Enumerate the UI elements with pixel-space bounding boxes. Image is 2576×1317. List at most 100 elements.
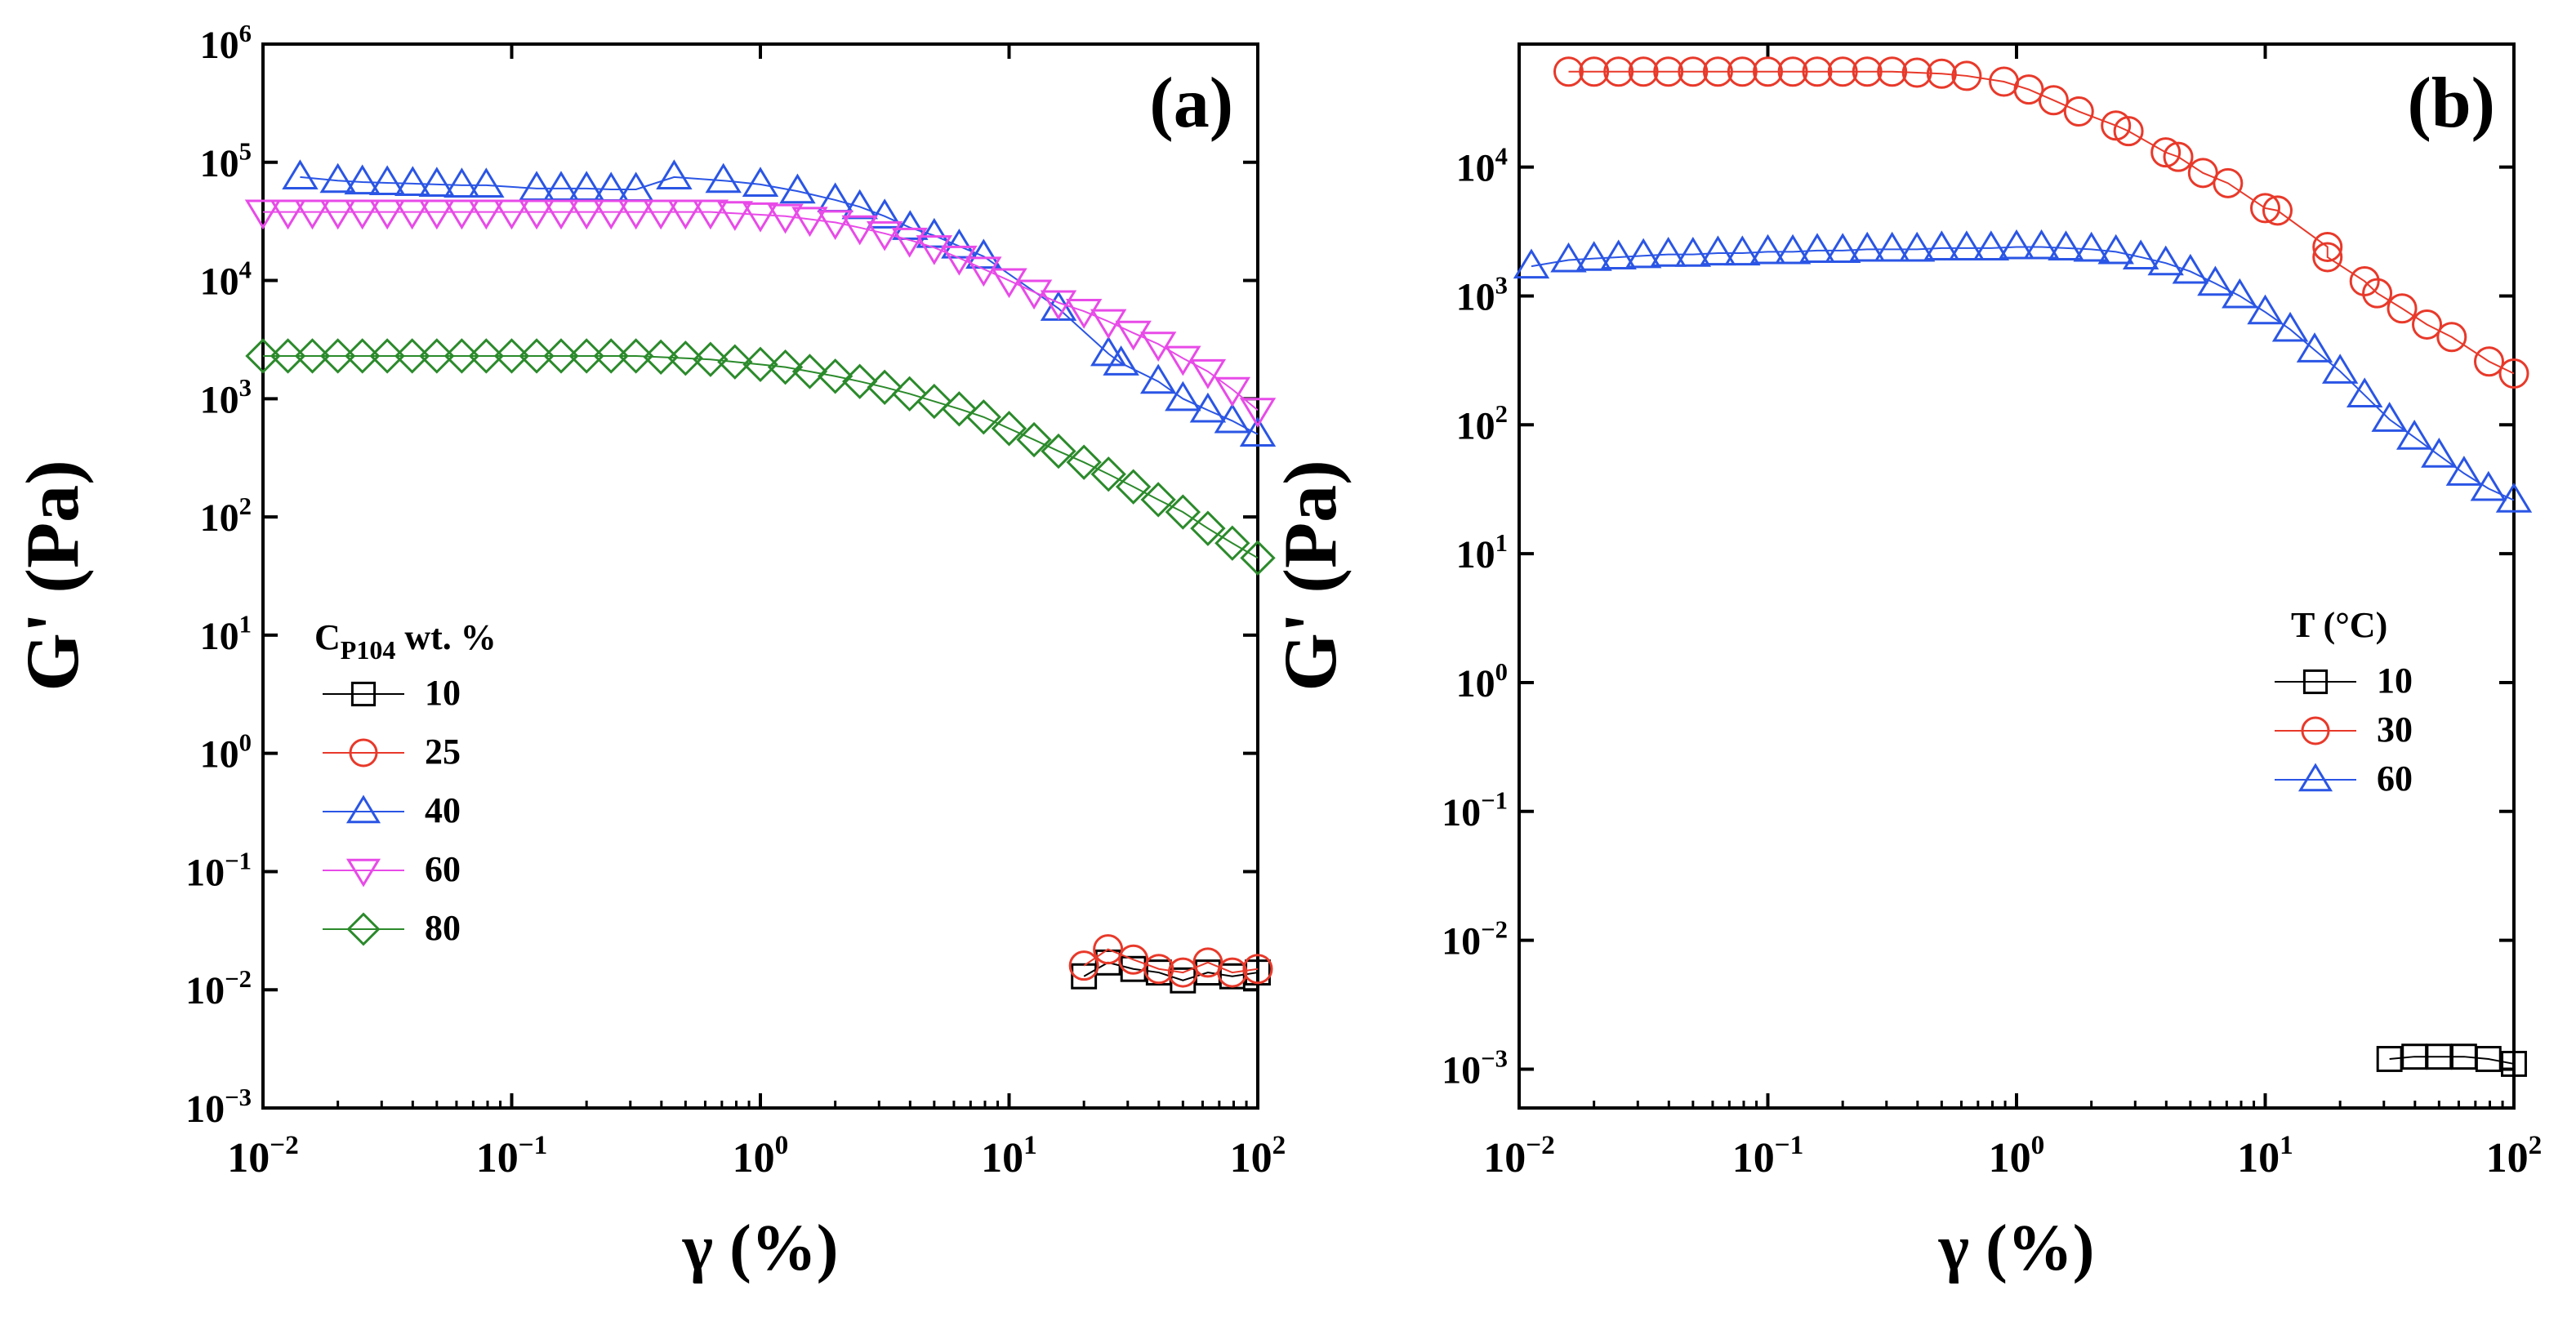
x-tick-label: 101	[981, 1130, 1037, 1181]
data-point	[1214, 525, 1250, 561]
legend-label: 60	[425, 849, 461, 889]
y-tick-label: 100	[200, 729, 252, 776]
legend-marker	[345, 858, 381, 888]
data-point	[1239, 398, 1277, 428]
data-point	[2501, 1051, 2527, 1077]
data-point	[1165, 494, 1201, 530]
data-point	[468, 199, 505, 230]
x-tick-label: 100	[733, 1130, 789, 1181]
data-point	[2436, 322, 2467, 353]
x-tick-label: 101	[2237, 1130, 2293, 1181]
y-tick-label: 100	[1456, 658, 1508, 705]
data-point	[2113, 116, 2144, 147]
data-point	[1015, 279, 1053, 310]
data-point	[656, 159, 693, 189]
data-point	[294, 338, 331, 374]
x-tick-label: 102	[2486, 1130, 2543, 1181]
data-point	[2122, 239, 2159, 270]
data-point	[1090, 456, 1126, 492]
series-line	[300, 176, 1259, 435]
data-point	[617, 199, 654, 230]
data-point	[1115, 469, 1152, 505]
data-point	[2412, 309, 2443, 340]
x-axis-label: γ (%)	[682, 1212, 839, 1284]
data-point	[344, 164, 381, 195]
data-point	[817, 210, 853, 241]
data-point	[817, 358, 853, 394]
y-tick-label: 103	[200, 374, 252, 421]
data-point	[1189, 358, 1227, 389]
data-point	[568, 171, 605, 201]
data-point	[1239, 416, 1277, 447]
data-point	[493, 338, 530, 374]
plot-frame	[1518, 42, 2516, 1110]
data-point	[1071, 963, 1098, 990]
data-point	[1214, 403, 1251, 434]
data-point	[916, 383, 952, 420]
data-point	[892, 210, 929, 240]
data-point	[1579, 56, 1610, 87]
data-point	[1777, 56, 1808, 87]
legend-item-10: 10	[323, 673, 461, 713]
y-tick-label: 10−2	[1442, 915, 1508, 963]
legend-label: 30	[2377, 710, 2413, 750]
data-point	[2387, 293, 2418, 324]
data-point	[2250, 193, 2280, 224]
legend: T (°C) 10 30 60	[2275, 605, 2413, 799]
data-point	[916, 235, 953, 265]
data-point	[667, 340, 704, 376]
data-point	[1065, 299, 1103, 329]
y-tick-label: 10−2	[185, 965, 252, 1012]
data-point	[2362, 278, 2393, 309]
data-point	[1513, 248, 1550, 279]
data-point	[1214, 376, 1251, 407]
legend-label: 40	[425, 790, 461, 830]
series-line	[1568, 70, 2515, 375]
data-point	[394, 338, 430, 374]
data-point	[1774, 234, 1812, 265]
data-point	[568, 199, 605, 230]
data-point	[1824, 233, 1861, 263]
data-point	[2445, 456, 2483, 486]
data-point	[791, 207, 828, 238]
data-point	[742, 346, 778, 383]
data-point	[767, 349, 804, 385]
data-point	[1575, 241, 1612, 271]
data-point	[991, 411, 1027, 447]
data-point	[1140, 482, 1176, 518]
series-30	[1553, 56, 2529, 389]
series-25	[1068, 934, 1273, 988]
data-point	[319, 338, 356, 374]
data-point	[282, 159, 319, 189]
data-point	[867, 369, 902, 405]
x-tick-label: 10−2	[1483, 1130, 1555, 1181]
legend-marker	[350, 681, 377, 707]
data-point	[1016, 421, 1052, 458]
legend-label: 25	[425, 732, 461, 772]
data-point	[1798, 233, 1836, 263]
data-point	[2163, 141, 2194, 172]
data-point	[1600, 239, 1637, 270]
data-point	[1901, 57, 1932, 88]
data-point	[2498, 358, 2529, 389]
data-point	[1678, 56, 1709, 87]
legend-label: 60	[2377, 759, 2413, 799]
data-point	[319, 162, 356, 194]
data-point	[568, 338, 604, 374]
data-point	[866, 220, 903, 251]
data-point	[941, 245, 978, 276]
data-point	[1877, 56, 1908, 87]
legend: CP104 wt. % 10 25 40 60 80	[314, 617, 497, 948]
data-point	[1040, 290, 1077, 321]
y-tick-label: 104	[1456, 142, 1508, 189]
data-point	[1143, 954, 1174, 985]
y-tick-label: 10−3	[185, 1083, 252, 1131]
y-tick-label: 101	[1456, 529, 1508, 576]
data-point	[1139, 363, 1177, 394]
data-point	[1898, 231, 1936, 262]
data-point	[1674, 236, 1712, 267]
data-point	[1041, 433, 1076, 469]
legend-item-30: 30	[2275, 710, 2413, 750]
data-point	[991, 268, 1027, 299]
